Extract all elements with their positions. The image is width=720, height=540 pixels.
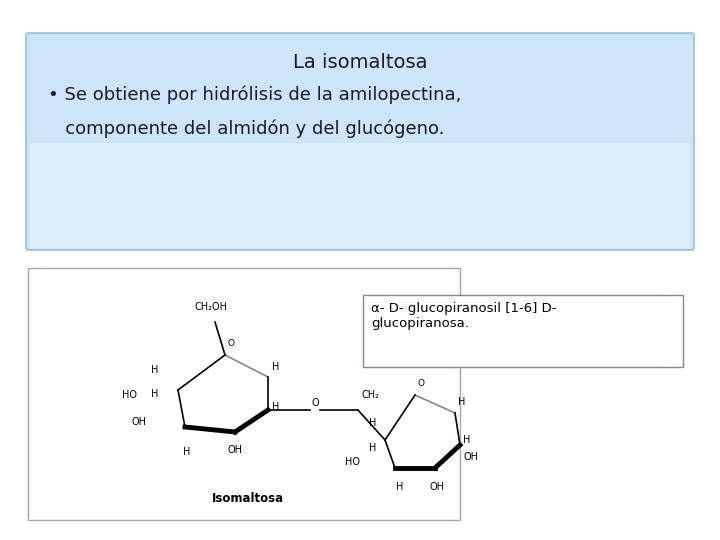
Text: O: O [228,339,235,348]
Text: H: H [272,362,279,372]
Text: HO: HO [345,457,360,467]
Text: H: H [458,397,465,407]
Text: H: H [463,435,470,445]
Text: CH₂OH: CH₂OH [194,302,228,312]
Text: Isomaltosa: Isomaltosa [212,492,284,505]
Text: H: H [151,365,158,375]
Text: OH: OH [132,417,147,427]
Text: La isomaltosa: La isomaltosa [293,53,427,72]
Text: HO: HO [122,390,137,400]
Text: O: O [312,398,320,408]
FancyBboxPatch shape [363,295,683,367]
Text: H: H [369,418,377,428]
FancyBboxPatch shape [30,143,690,248]
Text: H: H [396,482,404,492]
Text: O: O [418,379,425,388]
FancyBboxPatch shape [28,268,460,520]
Text: H: H [151,389,158,399]
Text: H: H [272,402,279,412]
Text: H: H [369,443,377,453]
FancyBboxPatch shape [26,33,694,250]
Text: OH: OH [463,452,478,462]
Text: OH: OH [430,482,444,492]
Text: α- D- glucopiranosil [1-6] D-
glucopiranosa.: α- D- glucopiranosil [1-6] D- glucopiran… [371,302,557,330]
Text: • Se obtiene por hidrólisis de la amilopectina,: • Se obtiene por hidrólisis de la amilop… [48,85,462,104]
Text: OH: OH [228,445,243,455]
Text: H: H [184,447,191,457]
Text: componente del almidón y del glucógeno.: componente del almidón y del glucógeno. [48,120,444,138]
Text: CH₂: CH₂ [362,390,380,400]
